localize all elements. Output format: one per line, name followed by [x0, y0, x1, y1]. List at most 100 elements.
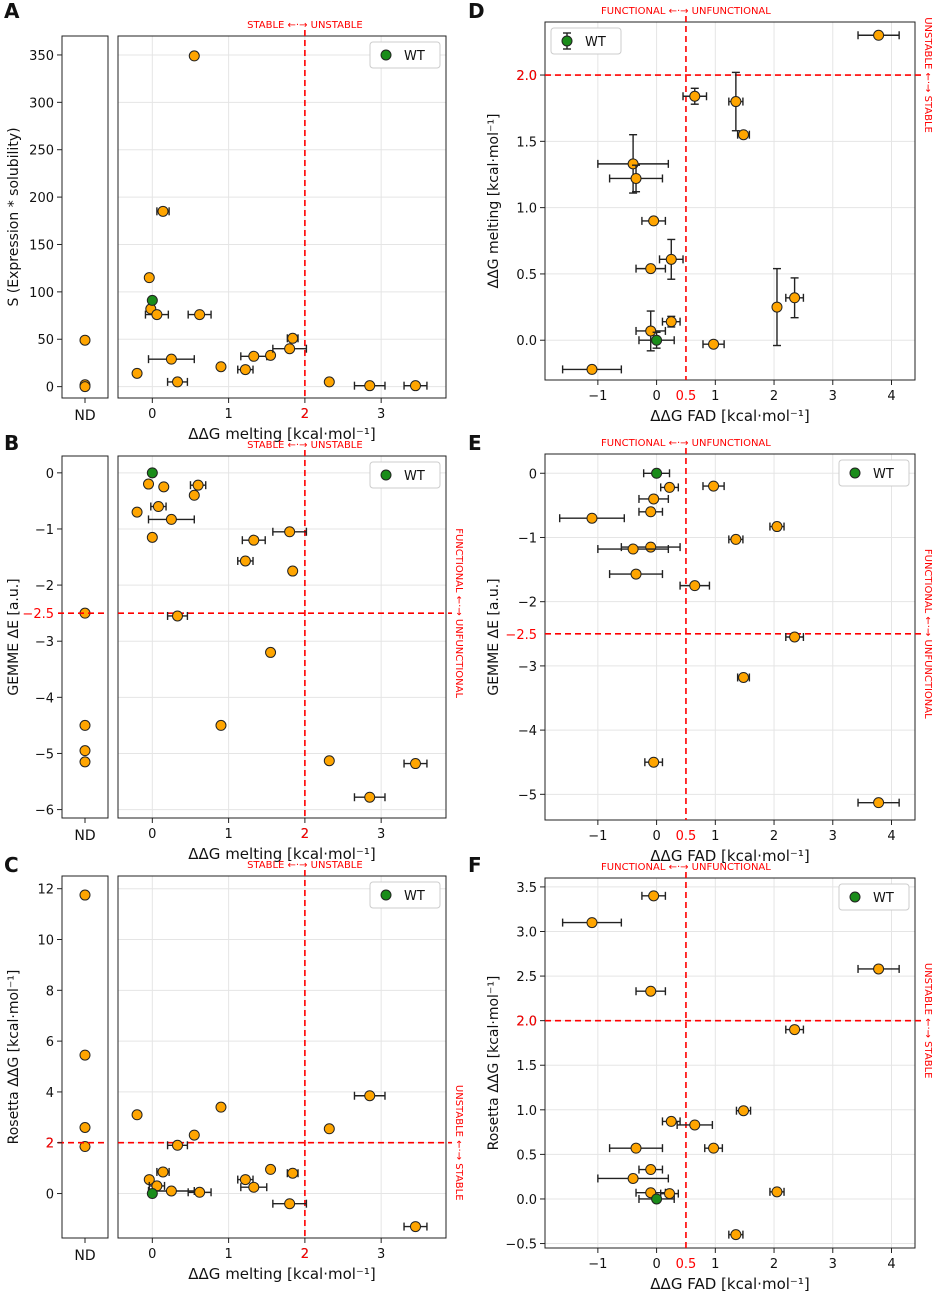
- threshold-vline-label: 0.5: [676, 389, 697, 404]
- nd-point: [79, 745, 91, 757]
- x-axis: −1 0 1 2 3 4 ΔΔG FAD [kcal·mol⁻¹]: [588, 1248, 896, 1292]
- thresholds: [118, 870, 452, 1238]
- data-point: [708, 1142, 720, 1154]
- wt-point: [651, 1193, 663, 1205]
- legend-wt-label: WT: [873, 467, 894, 482]
- panel-e: E 0 −1 −2 −3 −4 −5 GEMME ΔE [a.u.] −1 0 1 2 3 4 ΔΔG FA…: [468, 431, 933, 865]
- data-point: [248, 350, 260, 362]
- y-tick-label: 0.5: [516, 1148, 537, 1163]
- data-point: [323, 376, 335, 388]
- data-point: [265, 646, 277, 658]
- x-tick-label: 4: [887, 829, 895, 844]
- data-point: [131, 506, 143, 518]
- nd-point: [79, 756, 91, 768]
- data-point: [194, 309, 206, 321]
- legend-wt-marker: [849, 891, 861, 903]
- right-annotation: UNSTABLE ←·→ STABLE: [922, 963, 933, 1079]
- panel-label: D: [468, 0, 485, 23]
- y-tick-label: 2.0: [516, 1015, 537, 1030]
- data-point: [738, 129, 750, 141]
- data-point: [648, 493, 660, 505]
- thresholds: [118, 450, 452, 818]
- y-tick-label: 10: [37, 934, 54, 949]
- data-point: [151, 309, 163, 321]
- axes-frame: [117, 875, 447, 1239]
- nd-point: [79, 1121, 91, 1133]
- panel-label: F: [468, 853, 482, 877]
- y-axis: −0.5 0.0 0.5 1.0 1.5 2.0 2.5 3.0 3.5 Rosetta ΔΔG …: [486, 881, 545, 1253]
- data-point: [152, 501, 164, 513]
- panel-label: B: [4, 431, 19, 455]
- data-point: [284, 526, 296, 538]
- grid: [545, 878, 915, 1248]
- legend-wt-marker: [849, 467, 861, 479]
- axes-frame: [544, 21, 916, 381]
- legend: WT: [550, 27, 622, 55]
- threshold-vline-label: 0.5: [676, 829, 697, 844]
- data-point: [630, 568, 642, 580]
- top-annotation: STABLE ←·→ UNSTABLE: [247, 860, 363, 871]
- top-annotation: FUNCTIONAL ←·→ UNFUNCTIONAL: [601, 862, 771, 873]
- y-tick-label: 0: [46, 467, 54, 482]
- y-tick-label: −4: [35, 691, 54, 706]
- data-point: [171, 610, 183, 622]
- x-tick-label: 3: [829, 1257, 837, 1272]
- thresholds: [545, 16, 921, 380]
- x-tick-label: 3: [829, 389, 837, 404]
- data-points: [131, 467, 428, 803]
- threshold-vline-label: 2: [301, 827, 309, 842]
- data-point: [648, 756, 660, 768]
- legend-wt-label: WT: [404, 49, 425, 64]
- data-point: [188, 50, 200, 62]
- grid: [545, 22, 915, 380]
- data-point: [771, 521, 783, 533]
- y-axis-title: GEMME ΔE [a.u.]: [486, 578, 502, 695]
- x-tick-label: −1: [588, 829, 607, 844]
- panel-label: C: [4, 853, 19, 877]
- right-annotation: FUNCTIONAL ←·→ UNFUNCTIONAL: [922, 549, 933, 719]
- thresholds: [545, 448, 921, 820]
- x-tick-label: 0: [652, 1257, 660, 1272]
- nd-point: [79, 334, 91, 346]
- data-point: [645, 541, 657, 553]
- panel-label: E: [468, 431, 482, 455]
- y-axis: 0.0 0.5 1.0 1.5 2.0 ΔΔG melting [kcal·mol⁻¹]: [486, 69, 545, 349]
- y-tick-label: −0.5: [505, 1238, 537, 1253]
- nd-label: ND: [74, 828, 95, 844]
- y-tick-label: −1: [518, 531, 537, 546]
- data-point: [586, 917, 598, 929]
- x-tick-label: 3: [377, 407, 385, 422]
- legend: WT: [369, 41, 441, 69]
- x-tick-label: 1: [711, 829, 719, 844]
- legend-wt-marker: [380, 889, 392, 901]
- data-point: [364, 1090, 376, 1102]
- threshold-hline-label: 2.0: [516, 69, 537, 84]
- y-tick-label: 0.0: [516, 334, 537, 349]
- y-tick-label: 350: [29, 49, 54, 64]
- data-point: [188, 1129, 200, 1141]
- y-tick-label: 12: [37, 883, 54, 898]
- data-point: [586, 363, 598, 375]
- legend-box: [550, 27, 622, 55]
- wt-point: [146, 1188, 158, 1200]
- data-point: [194, 1186, 206, 1198]
- y-tick-label: 3.0: [516, 925, 537, 940]
- y-axis-title: GEMME ΔE [a.u.]: [6, 578, 22, 695]
- legend-box: [838, 459, 910, 487]
- legend-wt-marker: [561, 35, 573, 47]
- data-point: [287, 332, 299, 344]
- data-point: [648, 215, 660, 227]
- nd-point: [79, 719, 91, 731]
- y-axis: 0 −1 −2 −3 −4 −5 GEMME ΔE [a.u.]: [486, 467, 545, 803]
- axes-frame: [544, 877, 916, 1249]
- data-point: [789, 1024, 801, 1036]
- y-tick-label: 100: [29, 286, 54, 301]
- nd-panel: ND: [58, 455, 109, 844]
- nd-label: ND: [74, 1248, 95, 1264]
- x-tick-label: 1: [224, 1247, 232, 1262]
- nd-point: [79, 381, 91, 393]
- x-tick-label: 0: [652, 829, 660, 844]
- legend: WT: [369, 881, 441, 909]
